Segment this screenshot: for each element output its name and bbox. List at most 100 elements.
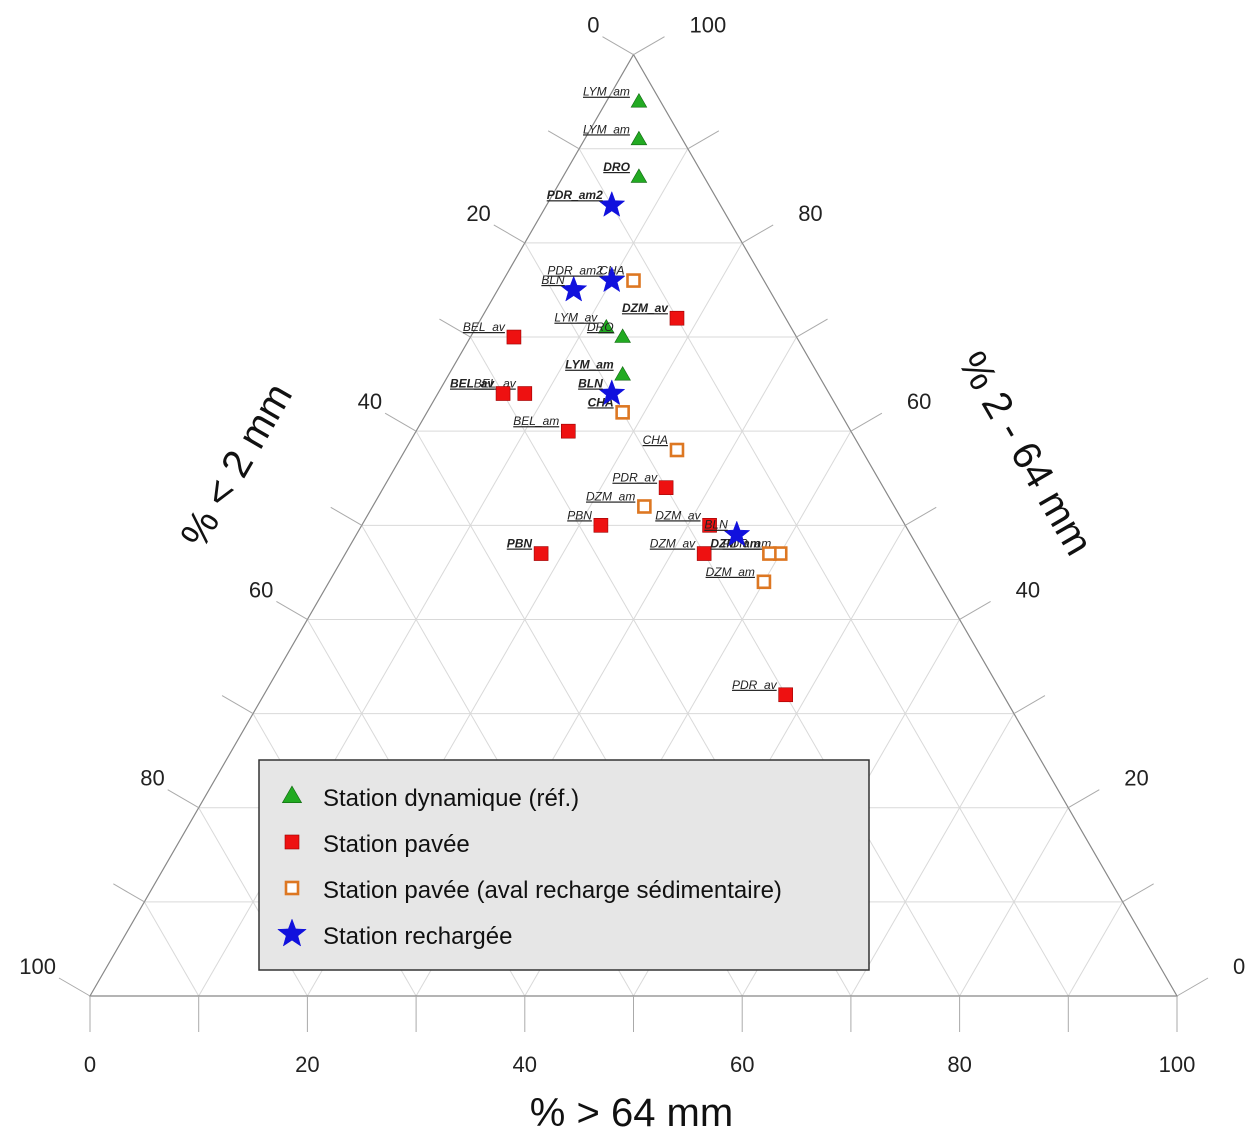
data-point bbox=[614, 366, 631, 381]
legend-entry-label: Station rechargée bbox=[323, 923, 512, 950]
legend: Station dynamique (réf.) Station pavée Sta… bbox=[258, 759, 870, 971]
tick-left bbox=[221, 695, 254, 715]
axis-title-left: % < 2 mm bbox=[172, 376, 301, 555]
axis-title-right: % 2 - 64 mm bbox=[950, 344, 1101, 562]
tick-label-bottom: 100 bbox=[1159, 1052, 1196, 1077]
data-point bbox=[598, 190, 626, 217]
legend-marker bbox=[281, 785, 303, 804]
grid-line bbox=[1067, 901, 1124, 997]
tick-right bbox=[1013, 695, 1046, 715]
grid-line bbox=[578, 148, 1069, 997]
data-point bbox=[756, 574, 772, 590]
tick-labels: 0 20 40 60 80 100 0 20 40 60 80 100 100 80 60 40 20 0 bbox=[19, 13, 1245, 1077]
data-point-label: BEL_am bbox=[513, 414, 559, 428]
data-point bbox=[637, 499, 652, 514]
data-point bbox=[669, 442, 685, 458]
data-point-label: DZM_am bbox=[710, 537, 760, 551]
tick-label-bottom: 20 bbox=[295, 1052, 319, 1077]
data-point bbox=[598, 379, 626, 406]
data-point-label: BLN bbox=[578, 377, 603, 391]
data-point-label: BEL_av bbox=[463, 320, 506, 334]
data-point-label: PBN bbox=[567, 508, 592, 522]
data-point bbox=[614, 328, 631, 343]
tick-left bbox=[276, 601, 308, 620]
data-point bbox=[626, 273, 641, 288]
tick-label-bottom: 40 bbox=[513, 1052, 537, 1077]
data-point bbox=[560, 423, 576, 439]
tick-label-bottom: 60 bbox=[730, 1052, 754, 1077]
data-point bbox=[533, 546, 549, 561]
data-point bbox=[517, 386, 533, 401]
data-point-label: PBN bbox=[507, 537, 533, 551]
data-point-label: DZM_av bbox=[622, 301, 669, 315]
data-point-outer bbox=[756, 574, 772, 590]
data-point bbox=[506, 329, 522, 345]
data-point-label: DRO bbox=[587, 320, 614, 334]
data-point-label: DZM_av bbox=[650, 537, 696, 551]
data-point-outer bbox=[637, 499, 652, 514]
tick-left bbox=[602, 36, 634, 56]
data-point-outer bbox=[762, 546, 777, 561]
tick-label-right: 40 bbox=[1016, 577, 1040, 602]
data-point-outer bbox=[626, 273, 641, 288]
data-point bbox=[495, 386, 511, 401]
tick-label-left: 20 bbox=[466, 201, 490, 226]
data-point-label: DZM_am bbox=[586, 489, 635, 503]
tick-label-right: 0 bbox=[1233, 954, 1245, 979]
data-point bbox=[615, 405, 630, 420]
data-points: LYM_amLYM_amDROLYM_avDROLYM_amDZM_avBEL_… bbox=[450, 85, 793, 703]
data-point bbox=[762, 546, 777, 561]
data-point-label: PDR_am2 bbox=[547, 188, 603, 202]
legend-marker bbox=[284, 880, 300, 896]
data-point-label: LYM_av bbox=[554, 311, 598, 325]
tick-label-right: 100 bbox=[690, 13, 727, 38]
data-point-label: LYM_am bbox=[583, 122, 630, 136]
tick-left bbox=[384, 412, 417, 432]
tick-right bbox=[687, 130, 720, 150]
data-point-label: BLN bbox=[704, 518, 728, 532]
data-point bbox=[702, 518, 717, 533]
data-point bbox=[669, 310, 685, 326]
tick-left bbox=[439, 318, 471, 338]
tick-left bbox=[493, 224, 526, 244]
tick-label-bottom: 0 bbox=[84, 1052, 96, 1077]
data-point bbox=[560, 275, 588, 302]
tick-label-right: 60 bbox=[907, 389, 931, 414]
legend-marker-outer bbox=[284, 880, 300, 896]
data-point-label: BEL_av bbox=[450, 377, 495, 391]
data-point bbox=[658, 480, 674, 495]
data-point-label: DRO bbox=[603, 160, 630, 174]
data-point bbox=[723, 520, 751, 547]
data-point bbox=[630, 130, 648, 146]
tick-right bbox=[741, 224, 774, 244]
tick-left bbox=[330, 506, 363, 526]
data-point-outer bbox=[615, 405, 630, 420]
data-point-label: PDR_av bbox=[612, 471, 658, 485]
data-point bbox=[593, 518, 609, 533]
tick-label-left: 0 bbox=[587, 13, 599, 38]
data-point-outer bbox=[669, 442, 685, 458]
grid-line bbox=[850, 713, 1015, 997]
data-point-label: LYM_am bbox=[565, 358, 614, 372]
tick-right bbox=[633, 36, 665, 56]
legend-box bbox=[258, 759, 870, 971]
tick-right bbox=[1122, 883, 1154, 903]
tick-right bbox=[796, 318, 828, 338]
data-point bbox=[598, 318, 615, 334]
tick-label-left: 80 bbox=[140, 766, 164, 791]
axis-titles: % > 64 mm % < 2 mm % 2 - 64 mm bbox=[172, 344, 1101, 1133]
tick-left bbox=[58, 977, 91, 997]
grid-line bbox=[143, 901, 200, 997]
legend-marker bbox=[284, 834, 300, 850]
tick-left bbox=[547, 130, 580, 150]
legend-entry-label: Station dynamique (réf.) bbox=[323, 785, 579, 812]
grid-line bbox=[959, 807, 1069, 997]
tick-right bbox=[904, 506, 937, 526]
tick-right bbox=[850, 412, 883, 432]
data-point-label: PDR_av bbox=[732, 678, 778, 692]
data-point-label: CHA bbox=[643, 433, 668, 447]
tick-label-left: 40 bbox=[358, 389, 382, 414]
legend-marker bbox=[277, 918, 307, 947]
tick-right bbox=[1068, 789, 1100, 809]
